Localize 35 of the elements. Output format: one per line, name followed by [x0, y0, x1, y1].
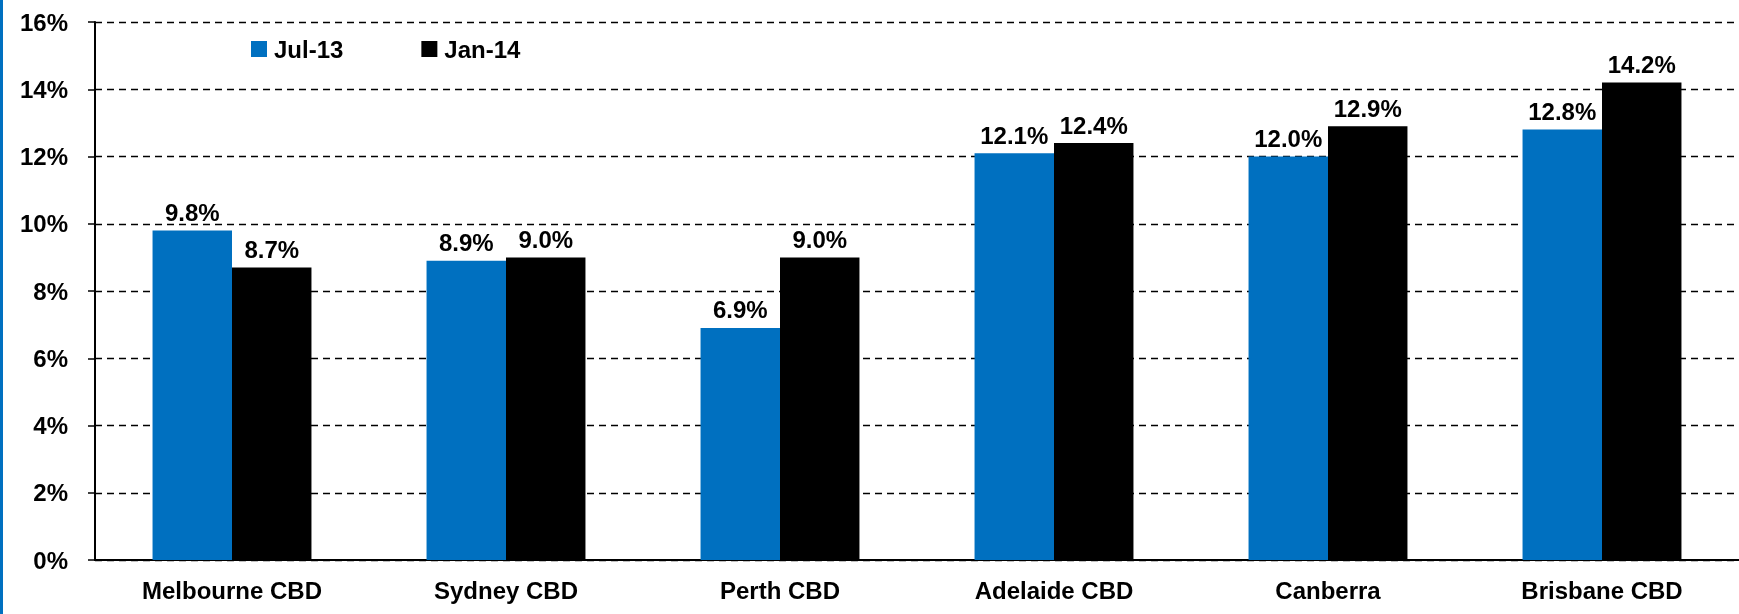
x-tick-label: Perth CBD [719, 576, 841, 604]
x-tick-label: Brisbane CBD [1521, 576, 1683, 604]
data-label: 12.0% [1254, 125, 1323, 152]
y-tick-label: 10% [19, 210, 68, 238]
y-tick-label: 14% [19, 75, 68, 103]
y-tick-label: 8% [33, 277, 68, 305]
data-label: 12.1% [980, 121, 1049, 149]
legend-label: Jan-14 [444, 35, 522, 63]
data-label: 12.8% [1528, 98, 1597, 126]
data-label: 8.9% [438, 229, 494, 257]
x-tick-label: Canberra [1275, 576, 1382, 604]
legend-label: Jul-13 [274, 35, 344, 63]
data-label: 9.0% [792, 225, 848, 253]
data-label: 8.7% [244, 235, 300, 263]
data-label: 14.2% [1607, 51, 1676, 79]
data-label: 6.9% [712, 296, 768, 324]
x-tick-label: Sydney CBD [433, 576, 579, 604]
x-tick-label: Adelaide CBD [974, 576, 1134, 604]
bar [1522, 129, 1602, 560]
y-tick-label: 2% [33, 479, 68, 507]
y-tick-label: 16% [19, 8, 68, 36]
data-label: 12.9% [1333, 94, 1402, 122]
x-tick-label: Melbourne CBD [142, 576, 322, 604]
data-label: 9.0% [518, 225, 574, 253]
y-tick-label: 12% [19, 143, 68, 170]
y-tick-label: 4% [33, 412, 68, 439]
y-tick-label: 6% [33, 344, 68, 372]
bar [700, 327, 780, 560]
y-tick-label: 0% [33, 546, 68, 574]
data-label: 9.8% [164, 198, 220, 226]
bar [152, 230, 232, 560]
data-label: 12.4% [1059, 111, 1128, 139]
bar [1248, 156, 1328, 560]
bar [426, 260, 506, 560]
bar [974, 153, 1054, 560]
